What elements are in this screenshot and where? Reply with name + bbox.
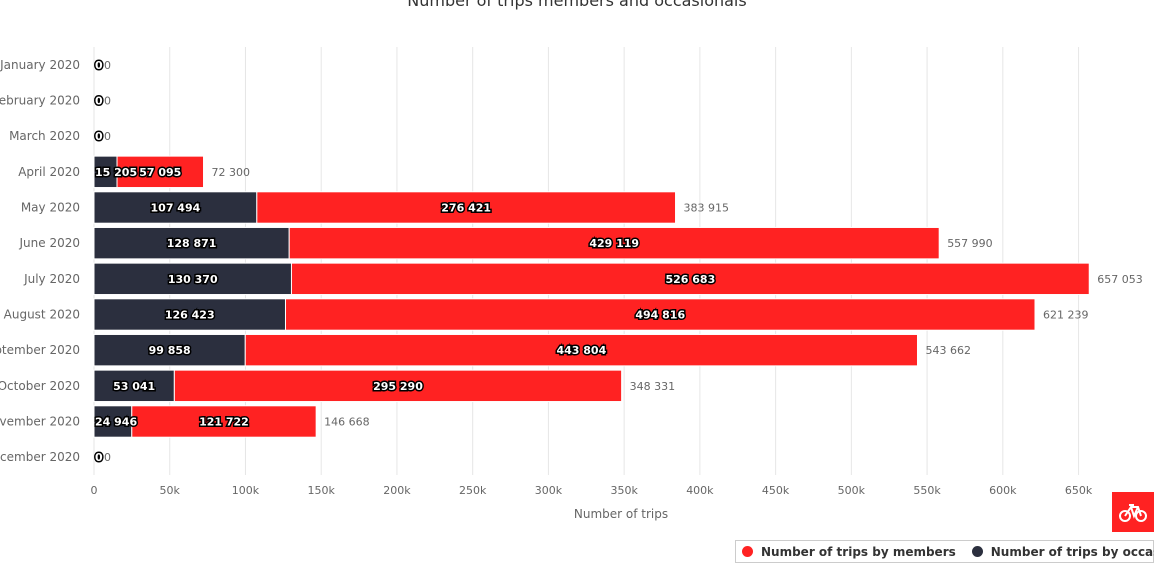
bar-members bbox=[131, 405, 317, 438]
total-label: 0 bbox=[104, 130, 111, 143]
bar-occasionals bbox=[93, 369, 175, 403]
legend-item-occasionals[interactable]: Number of trips by occasionals bbox=[971, 544, 1154, 559]
bar-occasionals bbox=[93, 298, 286, 331]
x-tick-label: 350k bbox=[610, 484, 638, 497]
data-label-members: 57 095 bbox=[139, 166, 181, 179]
y-tick-label: July 2020 bbox=[23, 272, 80, 286]
y-tick-label: October 2020 bbox=[0, 379, 80, 393]
total-label: 0 bbox=[104, 59, 111, 72]
data-label-occasionals: 0 bbox=[95, 451, 103, 464]
legend-dot-members bbox=[742, 546, 753, 557]
legend-dot-occasionals bbox=[971, 546, 983, 557]
x-tick-label: 150k bbox=[308, 484, 336, 497]
data-label-members: 276 421 bbox=[441, 202, 491, 215]
legend: Number of trips by members Number of tri… bbox=[735, 540, 1154, 563]
data-label-occasionals: 99 858 bbox=[149, 344, 191, 357]
x-tick-label: 400k bbox=[686, 484, 714, 497]
legend-label-members: Number of trips by members bbox=[761, 544, 956, 559]
x-tick-label: 300k bbox=[535, 484, 563, 497]
y-tick-label: August 2020 bbox=[4, 308, 80, 322]
total-label: 348 331 bbox=[630, 380, 676, 393]
data-label-members: 526 683 bbox=[665, 273, 715, 286]
bar-members bbox=[244, 333, 918, 367]
bike-icon bbox=[1119, 504, 1147, 522]
x-tick-label: 250k bbox=[459, 484, 487, 497]
bar-members bbox=[116, 155, 205, 189]
legend-item-members[interactable]: Number of trips by members bbox=[742, 545, 956, 559]
total-label: 0 bbox=[104, 95, 111, 108]
x-tick-label: 650k bbox=[1065, 484, 1093, 497]
x-tick-label: 500k bbox=[838, 484, 866, 497]
total-label: 146 668 bbox=[324, 416, 370, 429]
bar-members bbox=[288, 226, 940, 260]
data-label-occasionals: 15 205 bbox=[95, 166, 137, 179]
data-label-members: 121 722 bbox=[199, 416, 249, 429]
data-label-occasionals: 0 bbox=[95, 130, 103, 143]
bar-members bbox=[256, 191, 677, 224]
x-tick-label: 0 bbox=[91, 484, 98, 497]
bar-occasionals bbox=[93, 191, 258, 224]
data-label-members: 494 816 bbox=[635, 309, 685, 322]
x-tick-label: 550k bbox=[913, 484, 941, 497]
y-tick-label: September 2020 bbox=[0, 343, 80, 357]
data-label-occasionals: 107 494 bbox=[151, 202, 201, 215]
x-axis-title: Number of trips bbox=[574, 507, 668, 521]
total-label: 657 053 bbox=[1097, 273, 1143, 286]
y-tick-label: February 2020 bbox=[0, 94, 80, 108]
bar-members bbox=[290, 262, 1090, 296]
data-label-occasionals: 126 423 bbox=[165, 309, 215, 322]
y-tick-label: December 2020 bbox=[0, 450, 80, 464]
data-label-occasionals: 128 871 bbox=[167, 237, 217, 250]
total-label: 0 bbox=[104, 451, 111, 464]
chart-title: Number of trips members and occasionals bbox=[407, 0, 747, 10]
bike-logo-badge[interactable] bbox=[1112, 492, 1154, 532]
data-label-members: 429 119 bbox=[589, 237, 639, 250]
y-tick-label: May 2020 bbox=[21, 201, 80, 215]
x-tick-label: 50k bbox=[160, 484, 181, 497]
x-tick-label: 200k bbox=[383, 484, 411, 497]
y-tick-label: November 2020 bbox=[0, 415, 80, 429]
bar-occasionals bbox=[93, 405, 133, 438]
data-label-occasionals: 24 946 bbox=[95, 416, 137, 429]
total-label: 383 915 bbox=[684, 202, 730, 215]
total-label: 621 239 bbox=[1043, 309, 1089, 322]
bar-occasionals bbox=[93, 333, 246, 367]
data-label-occasionals: 0 bbox=[95, 59, 103, 72]
y-tick-label: April 2020 bbox=[18, 165, 80, 179]
x-tick-label: 100k bbox=[232, 484, 260, 497]
data-label-members: 295 290 bbox=[373, 380, 423, 393]
data-label-occasionals: 0 bbox=[95, 95, 103, 108]
legend-label-occasionals: Number of trips by occasionals bbox=[990, 544, 1154, 559]
total-label: 557 990 bbox=[947, 237, 993, 250]
y-tick-label: January 2020 bbox=[0, 58, 80, 72]
x-tick-label: 450k bbox=[762, 484, 790, 497]
data-label-members: 443 804 bbox=[556, 344, 606, 357]
total-label: 72 300 bbox=[212, 166, 251, 179]
bar-occasionals bbox=[93, 262, 292, 296]
x-tick-label: 600k bbox=[989, 484, 1017, 497]
y-tick-label: March 2020 bbox=[9, 129, 80, 143]
bar-members bbox=[284, 298, 1036, 331]
y-tick-label: June 2020 bbox=[19, 236, 81, 250]
total-label: 543 662 bbox=[925, 344, 971, 357]
data-label-occasionals: 53 041 bbox=[113, 380, 155, 393]
bar-occasionals bbox=[93, 226, 290, 260]
data-label-occasionals: 130 370 bbox=[168, 273, 218, 286]
bar-members bbox=[173, 369, 623, 403]
